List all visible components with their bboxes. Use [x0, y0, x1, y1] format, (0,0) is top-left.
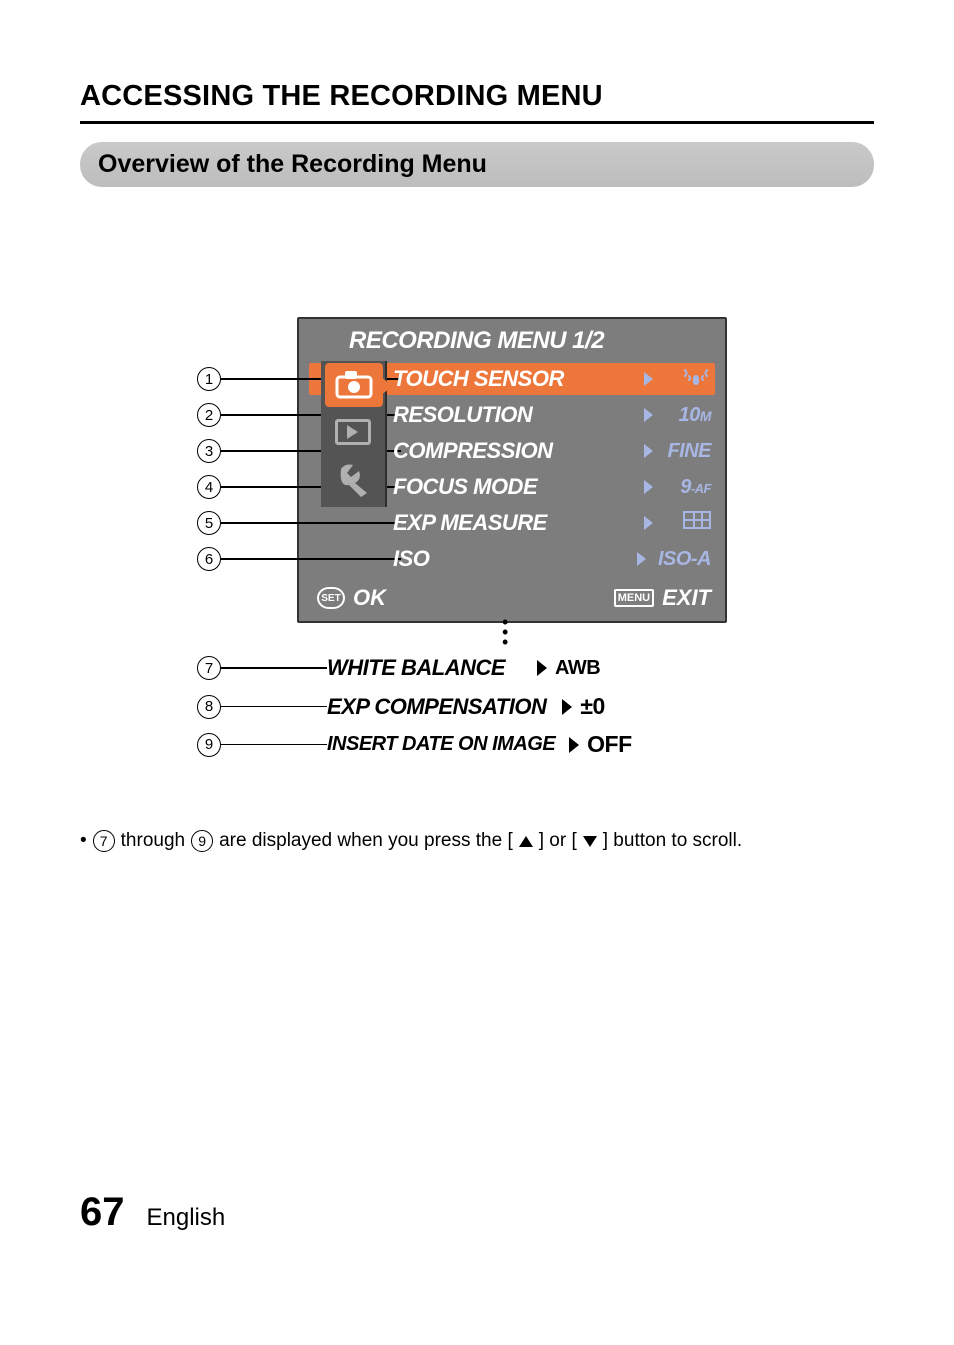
- extra-label: WHITE BALANCE: [327, 655, 505, 681]
- chevron-right-icon: [562, 699, 572, 715]
- callout-5: 5: [197, 511, 401, 535]
- screen-title: RECORDING MENU 1/2: [299, 319, 725, 361]
- callout-6: 6: [197, 547, 401, 571]
- screen-footer: SET OK MENU EXIT: [299, 577, 725, 621]
- note-text: through: [121, 830, 185, 852]
- set-button-icon: SET: [317, 587, 345, 609]
- chevron-right-icon: [644, 372, 653, 386]
- menu-label: ISO: [393, 546, 637, 572]
- extra-value: ±0: [580, 693, 604, 720]
- extra-item-exp-compensation: 8 EXP COMPENSATION ±0: [197, 693, 605, 720]
- leader-line: [221, 522, 401, 524]
- chevron-right-icon: [644, 408, 653, 422]
- language-label: English: [147, 1204, 226, 1232]
- chevron-right-icon: [637, 552, 646, 566]
- menu-label: RESOLUTION: [393, 402, 644, 428]
- touch-sensor-icon: [665, 365, 711, 393]
- circle-number: 4: [197, 475, 221, 499]
- page-title: ACCESSING THE RECORDING MENU: [80, 80, 874, 113]
- chevron-right-icon: [644, 480, 653, 494]
- extra-item-white-balance: 7 WHITE BALANCE AWB: [197, 655, 600, 681]
- section-header: Overview of the Recording Menu: [80, 142, 874, 187]
- extra-label: EXP COMPENSATION: [327, 694, 546, 720]
- leader-line: [221, 706, 327, 708]
- tab-column: [321, 361, 387, 507]
- playback-tab-icon: [335, 419, 371, 445]
- menu-label: FOCUS MODE: [393, 474, 644, 500]
- up-arrow-icon: [519, 836, 533, 847]
- page-number: 67: [80, 1190, 125, 1235]
- down-arrow-icon: [583, 836, 597, 847]
- circle-number: 8: [197, 695, 221, 719]
- note-text: ] button to scroll.: [603, 830, 742, 852]
- chevron-right-icon: [537, 660, 547, 676]
- circle-number: 7: [93, 830, 115, 852]
- circle-number: 1: [197, 367, 221, 391]
- page-footer: 67 English: [80, 1190, 225, 1235]
- menu-button-icon: MENU: [614, 589, 654, 607]
- extra-value: AWB: [555, 657, 600, 680]
- note-bullet: •: [80, 830, 87, 852]
- circle-number: 6: [197, 547, 221, 571]
- leader-line: [221, 558, 401, 560]
- leader-line: [221, 744, 327, 746]
- note-text: are displayed when you press the [: [219, 830, 513, 852]
- circle-number: 9: [191, 830, 213, 852]
- chevron-right-icon: [569, 737, 579, 753]
- camera-tab-icon: [325, 363, 383, 407]
- chevron-right-icon: [644, 516, 653, 530]
- leader-line: [221, 667, 327, 669]
- extra-value: OFF: [587, 731, 632, 758]
- circle-number: 9: [197, 733, 221, 757]
- ok-label: OK: [353, 585, 386, 611]
- chevron-right-icon: [644, 444, 653, 458]
- scroll-note: • 7 through 9 are displayed when you pre…: [80, 830, 742, 852]
- menu-value: ISO-A: [658, 548, 711, 571]
- circle-number: 3: [197, 439, 221, 463]
- setup-tab-icon: [335, 461, 375, 497]
- camera-screen: RECORDING MENU 1/2 TOUCH SENSOR: [297, 317, 727, 623]
- circle-number: 7: [197, 656, 221, 680]
- menu-value: 10M: [665, 404, 711, 427]
- menu-value: 9-AF: [665, 476, 711, 499]
- exit-label: EXIT: [662, 585, 711, 611]
- extra-label: INSERT DATE ON IMAGE: [327, 733, 555, 756]
- menu-label: COMPRESSION: [393, 438, 644, 464]
- circle-number: 5: [197, 511, 221, 535]
- menu-label: EXP MEASURE: [393, 510, 644, 536]
- continuation-dots: •••: [502, 617, 508, 647]
- grid-metering-icon: [665, 511, 711, 535]
- menu-label: TOUCH SENSOR: [393, 366, 644, 392]
- title-rule: [80, 121, 874, 124]
- extra-item-insert-date: 9 INSERT DATE ON IMAGE OFF: [197, 731, 632, 758]
- menu-value: FINE: [665, 440, 711, 463]
- circle-number: 2: [197, 403, 221, 427]
- note-text: ] or [: [539, 830, 577, 852]
